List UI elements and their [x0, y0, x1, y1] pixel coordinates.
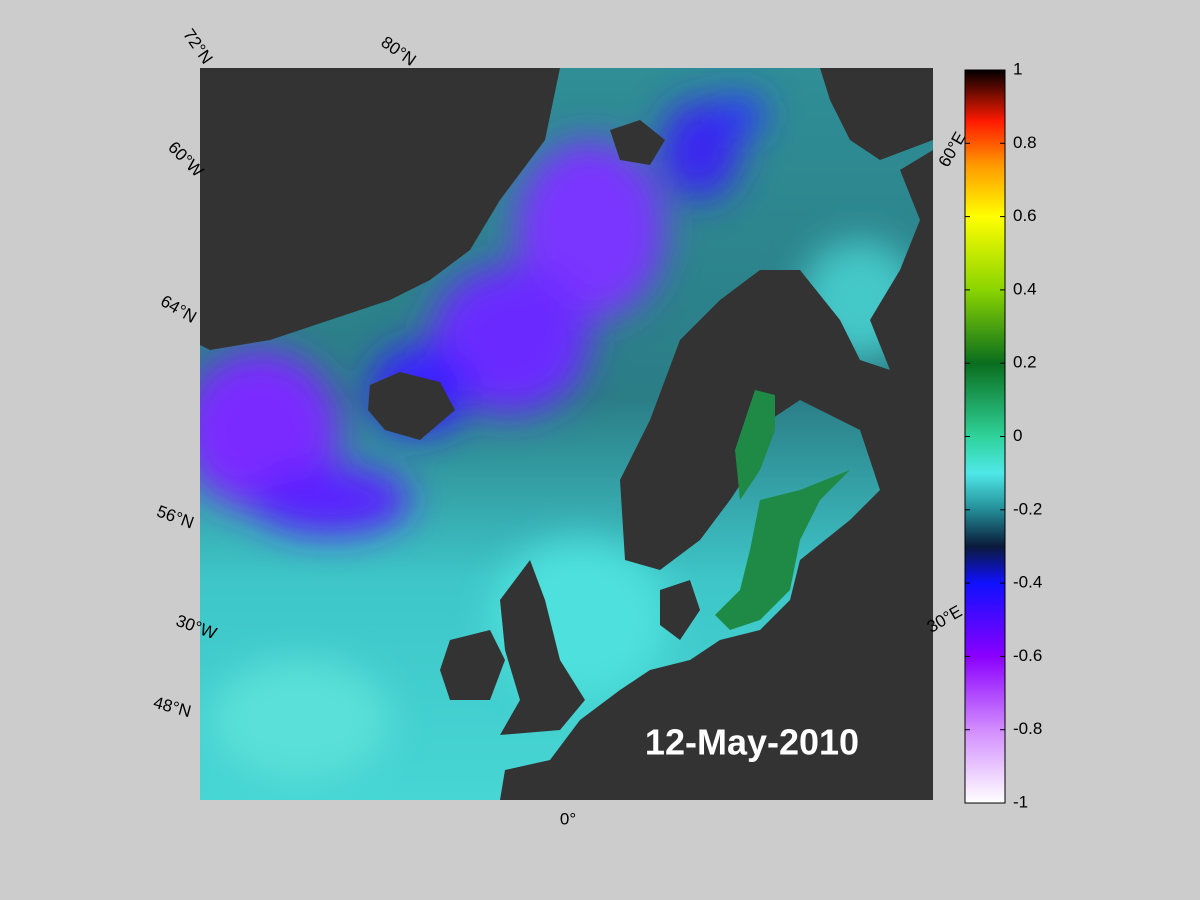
colorbar-tick-label: -0.4 — [1013, 573, 1042, 592]
colorbar-tick-label: -0.6 — [1013, 646, 1042, 665]
colorbar-tick-label: 0.2 — [1013, 353, 1037, 372]
graticule-label: 0° — [560, 809, 576, 828]
graticule-label: 64°N — [157, 291, 199, 326]
graticule-label: 72°N — [179, 25, 216, 67]
colorbar-tick-label: -1 — [1013, 792, 1028, 811]
date-label: 12-May-2010 — [645, 722, 859, 763]
graticule-label: 56°N — [154, 502, 196, 533]
colorbar-tick-label: 1 — [1013, 59, 1022, 78]
colorbar-tick-label: 0.4 — [1013, 279, 1037, 298]
graticule-label: 80°N — [378, 32, 420, 69]
colorbar-tick-label: 0.6 — [1013, 206, 1037, 225]
colorbar — [964, 69, 1006, 804]
land — [200, 68, 933, 800]
graticule-label: 60°E — [935, 129, 970, 171]
colorbar-tick-label: 0.8 — [1013, 133, 1037, 152]
colorbar-tick-label: 0 — [1013, 426, 1022, 445]
baltic — [715, 390, 850, 630]
colorbar-ticks: 1 0.8 0.6 0.4 0.2 0 -0.2 -0.4 -0.6 -0.8 -1 — [965, 59, 1042, 811]
colorbar-tick-label: -0.8 — [1013, 719, 1042, 738]
colorbar-tick-label: -0.2 — [1013, 499, 1042, 518]
graticule-label: 48°N — [151, 693, 193, 721]
map: 12-May-2010 — [200, 68, 933, 800]
